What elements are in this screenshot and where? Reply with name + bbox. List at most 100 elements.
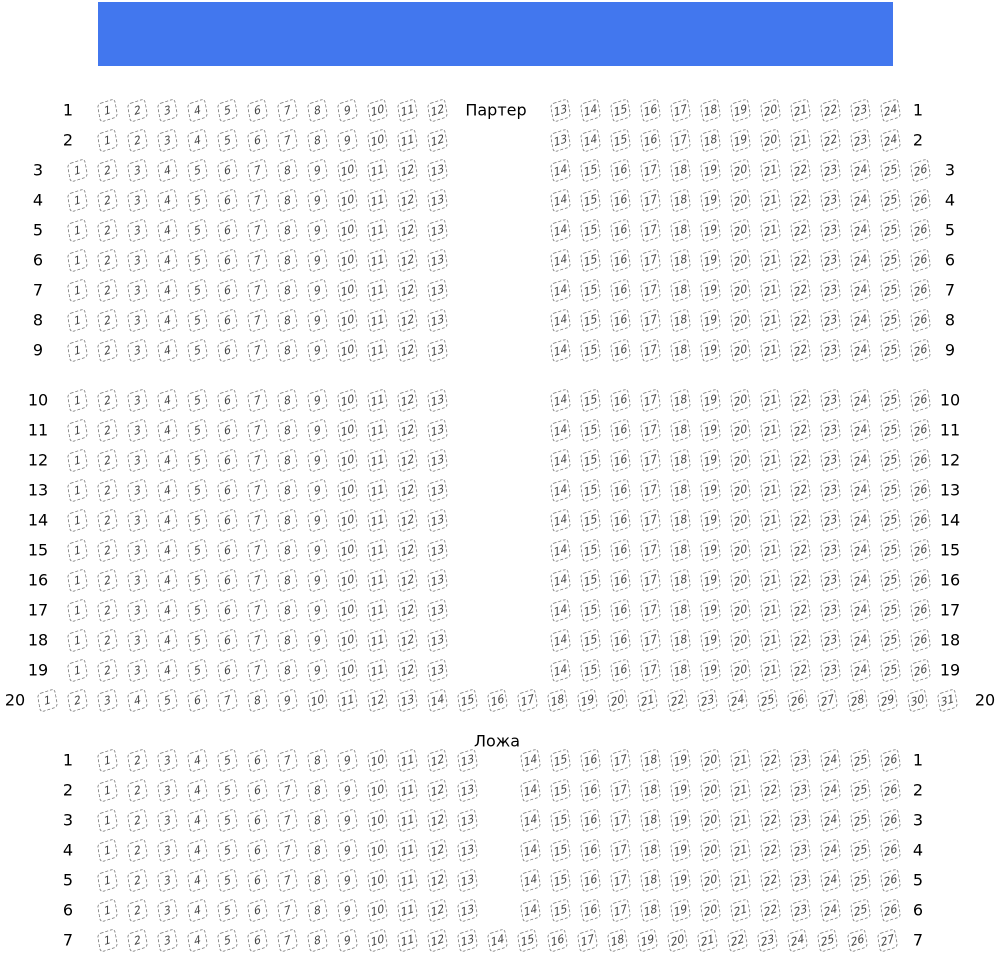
seat[interactable]: 5 bbox=[186, 248, 209, 273]
seat[interactable]: 14 bbox=[426, 688, 449, 713]
seat[interactable]: 24 bbox=[819, 868, 842, 893]
seat[interactable]: 7 bbox=[276, 748, 299, 773]
seat[interactable]: 8 bbox=[276, 278, 299, 303]
seat[interactable]: 5 bbox=[216, 838, 239, 863]
seat[interactable]: 5 bbox=[186, 188, 209, 213]
seat[interactable]: 6 bbox=[216, 658, 239, 683]
seat[interactable]: 12 bbox=[426, 868, 449, 893]
seat[interactable]: 17 bbox=[609, 868, 632, 893]
seat[interactable]: 23 bbox=[819, 278, 842, 303]
seat[interactable]: 1 bbox=[96, 808, 119, 833]
seat[interactable]: 10 bbox=[336, 158, 359, 183]
seat[interactable]: 15 bbox=[549, 778, 572, 803]
seat[interactable]: 24 bbox=[849, 308, 872, 333]
seat[interactable]: 26 bbox=[879, 838, 902, 863]
seat[interactable]: 23 bbox=[819, 568, 842, 593]
seat[interactable]: 25 bbox=[879, 598, 902, 623]
seat[interactable]: 11 bbox=[366, 538, 389, 563]
seat[interactable]: 20 bbox=[729, 508, 752, 533]
seat[interactable]: 27 bbox=[876, 928, 899, 953]
seat[interactable]: 9 bbox=[276, 688, 299, 713]
seat[interactable]: 22 bbox=[726, 928, 749, 953]
seat[interactable]: 2 bbox=[66, 688, 89, 713]
seat[interactable]: 5 bbox=[186, 278, 209, 303]
seat[interactable]: 19 bbox=[699, 388, 722, 413]
seat[interactable]: 9 bbox=[306, 508, 329, 533]
seat[interactable]: 7 bbox=[276, 928, 299, 953]
seat[interactable]: 12 bbox=[396, 248, 419, 273]
seat[interactable]: 18 bbox=[699, 128, 722, 153]
seat[interactable]: 26 bbox=[909, 278, 932, 303]
seat[interactable]: 19 bbox=[669, 868, 692, 893]
seat[interactable]: 10 bbox=[336, 628, 359, 653]
seat[interactable]: 2 bbox=[96, 188, 119, 213]
seat[interactable]: 1 bbox=[96, 868, 119, 893]
seat[interactable]: 8 bbox=[306, 868, 329, 893]
seat[interactable]: 23 bbox=[819, 158, 842, 183]
seat[interactable]: 22 bbox=[789, 308, 812, 333]
seat[interactable]: 8 bbox=[276, 598, 299, 623]
seat[interactable]: 2 bbox=[96, 418, 119, 443]
seat[interactable]: 19 bbox=[729, 98, 752, 123]
seat[interactable]: 21 bbox=[759, 218, 782, 243]
seat[interactable]: 13 bbox=[456, 808, 479, 833]
seat[interactable]: 22 bbox=[789, 478, 812, 503]
seat[interactable]: 23 bbox=[789, 838, 812, 863]
seat[interactable]: 13 bbox=[426, 308, 449, 333]
seat[interactable]: 25 bbox=[849, 868, 872, 893]
seat[interactable]: 18 bbox=[669, 598, 692, 623]
seat[interactable]: 20 bbox=[729, 658, 752, 683]
seat[interactable]: 5 bbox=[186, 478, 209, 503]
seat[interactable]: 17 bbox=[576, 928, 599, 953]
seat[interactable]: 15 bbox=[609, 128, 632, 153]
seat[interactable]: 26 bbox=[879, 868, 902, 893]
seat[interactable]: 22 bbox=[759, 868, 782, 893]
seat[interactable]: 14 bbox=[549, 308, 572, 333]
seat[interactable]: 26 bbox=[879, 898, 902, 923]
seat[interactable]: 14 bbox=[549, 338, 572, 363]
seat[interactable]: 13 bbox=[426, 598, 449, 623]
seat[interactable]: 14 bbox=[549, 598, 572, 623]
seat[interactable]: 20 bbox=[729, 188, 752, 213]
seat[interactable]: 20 bbox=[729, 388, 752, 413]
seat[interactable]: 17 bbox=[639, 218, 662, 243]
seat[interactable]: 18 bbox=[639, 748, 662, 773]
seat[interactable]: 13 bbox=[456, 748, 479, 773]
seat[interactable]: 15 bbox=[579, 538, 602, 563]
seat[interactable]: 7 bbox=[246, 658, 269, 683]
seat[interactable]: 24 bbox=[819, 748, 842, 773]
seat[interactable]: 17 bbox=[639, 598, 662, 623]
seat[interactable]: 17 bbox=[639, 448, 662, 473]
seat[interactable]: 3 bbox=[156, 778, 179, 803]
seat[interactable]: 24 bbox=[849, 478, 872, 503]
seat[interactable]: 15 bbox=[549, 838, 572, 863]
seat[interactable]: 23 bbox=[819, 478, 842, 503]
seat[interactable]: 5 bbox=[186, 158, 209, 183]
seat[interactable]: 8 bbox=[276, 388, 299, 413]
seat[interactable]: 24 bbox=[849, 278, 872, 303]
seat[interactable]: 14 bbox=[549, 248, 572, 273]
seat[interactable]: 18 bbox=[669, 508, 692, 533]
seat[interactable]: 20 bbox=[729, 308, 752, 333]
seat[interactable]: 1 bbox=[96, 748, 119, 773]
seat[interactable]: 11 bbox=[366, 478, 389, 503]
seat[interactable]: 12 bbox=[426, 808, 449, 833]
seat[interactable]: 26 bbox=[879, 808, 902, 833]
seat[interactable]: 13 bbox=[456, 778, 479, 803]
seat[interactable]: 6 bbox=[246, 128, 269, 153]
seat[interactable]: 4 bbox=[186, 808, 209, 833]
seat[interactable]: 22 bbox=[789, 388, 812, 413]
seat[interactable]: 24 bbox=[819, 838, 842, 863]
seat[interactable]: 21 bbox=[759, 448, 782, 473]
seat[interactable]: 4 bbox=[156, 308, 179, 333]
seat[interactable]: 25 bbox=[849, 838, 872, 863]
seat[interactable]: 11 bbox=[396, 868, 419, 893]
seat[interactable]: 16 bbox=[609, 308, 632, 333]
seat[interactable]: 15 bbox=[609, 98, 632, 123]
seat[interactable]: 10 bbox=[366, 868, 389, 893]
seat[interactable]: 15 bbox=[456, 688, 479, 713]
seat[interactable]: 25 bbox=[879, 278, 902, 303]
seat[interactable]: 6 bbox=[216, 388, 239, 413]
seat[interactable]: 18 bbox=[669, 248, 692, 273]
seat[interactable]: 12 bbox=[366, 688, 389, 713]
